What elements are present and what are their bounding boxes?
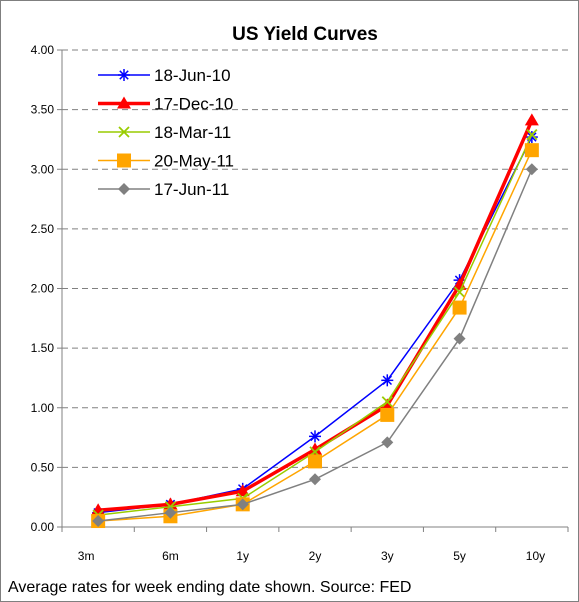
data-point: [309, 430, 321, 443]
y-tick-label: 0.00: [31, 520, 55, 534]
y-tick-label: 1.50: [31, 341, 55, 355]
legend-label: 18-Jun-10: [154, 66, 231, 85]
data-point: [164, 506, 177, 519]
legend-entry: 17-Jun-11: [98, 180, 229, 199]
data-point: [526, 129, 538, 141]
x-axis-ticks: 3m 6m 1y 2y 3y 5y 10y: [61, 527, 569, 563]
grid-lines: [62, 49, 568, 468]
series-20-May-11: [91, 143, 539, 529]
data-point: [308, 454, 322, 469]
data-point: [381, 374, 394, 387]
data-point: [524, 143, 539, 158]
y-tick-label: 3.50: [31, 103, 55, 117]
data-point: [452, 300, 467, 315]
x-tick-label-5y: 5y: [453, 549, 466, 563]
legend-marker: [117, 96, 131, 109]
legend-label: 17-Dec-10: [154, 95, 233, 114]
data-point: [524, 113, 539, 126]
series-17-Jun-11: [92, 163, 538, 528]
legend-marker: [118, 183, 130, 195]
y-axis-ticks: 0.00 0.50 1.00 1.50 2.00 2.50 3.00 3.50 4.00: [31, 43, 62, 534]
legend-marker: [118, 126, 130, 138]
legend-entry: 18-Jun-10: [98, 66, 231, 85]
legend-entry: 18-Mar-11: [98, 123, 231, 142]
y-tick-label: 2.00: [31, 282, 55, 296]
data-point: [236, 498, 249, 511]
legend-label: 17-Jun-11: [154, 180, 229, 199]
x-tick-label-6m: 6m: [162, 549, 179, 563]
y-tick-label: 2.50: [31, 222, 55, 236]
data-point: [235, 484, 250, 497]
y-tick-label: 0.50: [31, 460, 55, 474]
data-point: [380, 398, 395, 411]
data-point: [525, 163, 538, 176]
data-point: [381, 396, 393, 408]
legend-label: 18-Mar-11: [154, 123, 231, 142]
legend-label: 20-May-11: [154, 152, 234, 171]
data-point: [452, 277, 467, 290]
data-point: [92, 515, 105, 528]
x-tick-label-10y: 10y: [526, 549, 545, 563]
legend-entry: 17-Dec-10: [98, 95, 233, 114]
legend-marker: [117, 153, 131, 168]
data-point: [308, 442, 322, 455]
x-tick-label-2y: 2y: [309, 549, 322, 563]
series-lines: [91, 113, 539, 529]
y-tick-label: 4.00: [31, 43, 55, 57]
data-point: [453, 332, 466, 345]
x-tick-label-1y: 1y: [236, 549, 249, 563]
x-tick-label-3m: 3m: [78, 549, 95, 563]
legend-entry: 20-May-11: [98, 152, 234, 171]
x-tick-label-3y: 3y: [381, 549, 394, 563]
data-point: [453, 286, 466, 298]
y-tick-label: 3.00: [31, 162, 55, 176]
data-point: [309, 473, 321, 486]
chart-footnote: Average rates for week ending date shown…: [8, 579, 411, 596]
y-tick-label: 1.00: [31, 401, 55, 415]
legend-marker: [118, 69, 130, 81]
legend: 18-Jun-10 17-Dec-10 18-Mar-11 20-May-11 17-J…: [98, 66, 234, 199]
data-point: [380, 407, 395, 422]
data-point: [381, 436, 394, 449]
chart-title: US Yield Curves: [232, 24, 378, 45]
